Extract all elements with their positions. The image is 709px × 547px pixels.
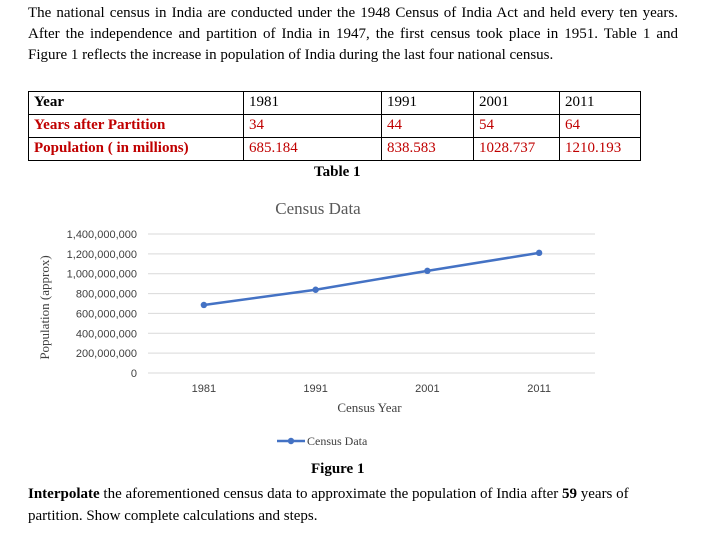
y-tick-label: 1,200,000,000 xyxy=(67,249,137,261)
table-row: Years after Partition 34 44 54 64 xyxy=(28,114,641,138)
census-table: Year 1981 1991 2001 2011 Years after Par… xyxy=(28,91,641,161)
table-cell: 44 xyxy=(381,114,474,138)
x-tick-label: 1981 xyxy=(192,383,216,395)
chart-title: Census Data xyxy=(275,199,361,218)
table-caption: Table 1 xyxy=(314,164,361,180)
table-row: Population ( in millions) 685.184 838.58… xyxy=(28,137,641,161)
table-cell: 1210.193 xyxy=(559,137,641,161)
x-tick-label: 2011 xyxy=(527,383,551,395)
table-cell: 1981 xyxy=(243,91,382,115)
y-tick-label: 1,400,000,000 xyxy=(67,229,137,241)
table-row: Year 1981 1991 2001 2011 xyxy=(28,91,641,115)
table-cell: 1028.737 xyxy=(473,137,560,161)
question-bold-years: 59 xyxy=(562,486,577,502)
legend-swatch-marker xyxy=(287,437,295,445)
y-tick-label: 0 xyxy=(131,368,137,380)
question-text-2: years of partition. Show complete calcul… xyxy=(28,486,629,524)
table-cell: 64 xyxy=(559,114,641,138)
question-paragraph: Interpolate the aforementioned census da… xyxy=(28,483,678,527)
x-axis-title: Census Year xyxy=(337,400,402,415)
data-point xyxy=(312,286,319,293)
table-cell: 685.184 xyxy=(243,137,382,161)
y-tick-label: 600,000,000 xyxy=(76,308,137,320)
table-cell: 838.583 xyxy=(381,137,474,161)
series-line xyxy=(203,251,540,307)
table-cell: 54 xyxy=(473,114,560,138)
table-cell: 34 xyxy=(243,114,382,138)
question-bold-verb: Interpolate xyxy=(28,486,100,502)
table-cell: 2011 xyxy=(559,91,641,115)
y-tick-label: 800,000,000 xyxy=(76,289,137,301)
y-tick-label: 1,000,000,000 xyxy=(67,269,137,281)
intro-paragraph: The national census in India are conduct… xyxy=(28,5,678,63)
y-tick-label: 200,000,000 xyxy=(76,348,137,360)
table-cell: 1991 xyxy=(381,91,474,115)
y-axis-title: Population (approx) xyxy=(37,255,52,359)
question-text-1: the aforementioned census data to approx… xyxy=(99,486,562,502)
legend-label: Census Data xyxy=(307,434,368,448)
data-point xyxy=(200,301,208,309)
table-cell: 2001 xyxy=(473,91,560,115)
data-point xyxy=(424,267,431,275)
data-point xyxy=(535,249,543,257)
census-line-chart: Census Data 0 200,000,000 400,000,000 600,00… xyxy=(37,199,595,448)
x-tick-label: 1991 xyxy=(303,383,327,395)
row-header-population: Population ( in millions) xyxy=(28,137,244,161)
figure-caption: Figure 1 xyxy=(311,461,365,477)
row-header-years-after-partition: Years after Partition xyxy=(28,114,244,138)
row-header-year: Year xyxy=(28,91,244,115)
y-tick-label: 400,000,000 xyxy=(76,328,137,340)
x-tick-label: 2001 xyxy=(415,383,439,395)
